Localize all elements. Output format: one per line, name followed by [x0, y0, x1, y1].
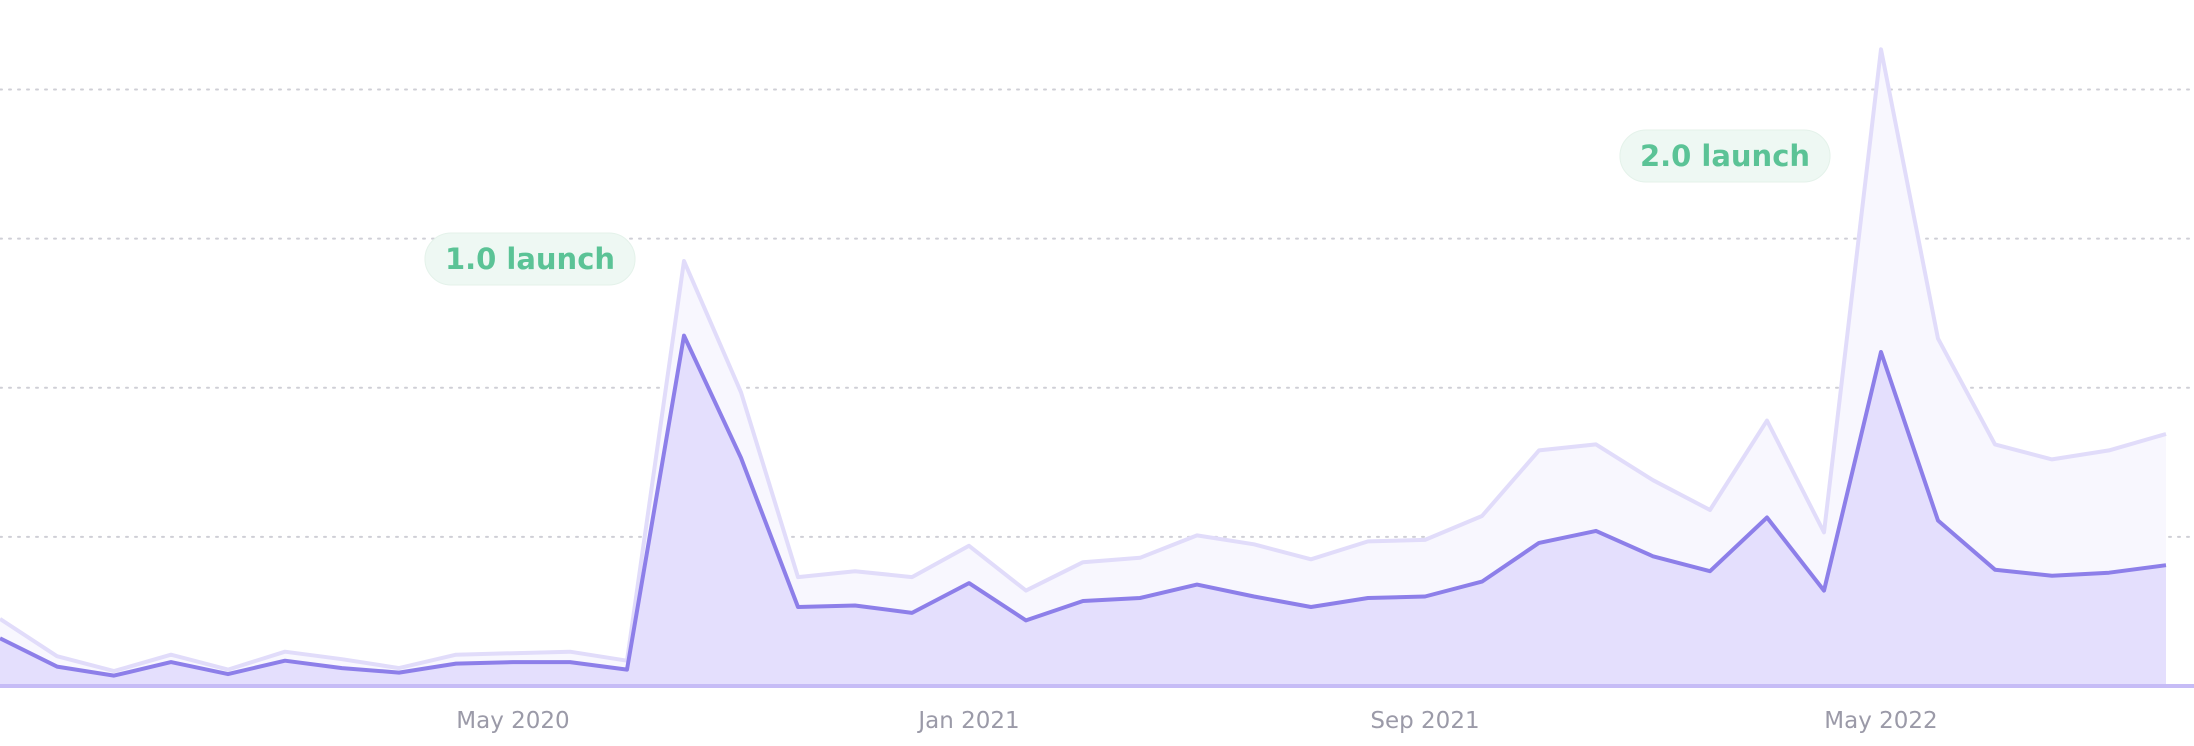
area-fill — [0, 335, 2166, 686]
annotation-text: 2.0 launch — [1640, 139, 1810, 173]
x-tick-label: May 2022 — [1824, 708, 1937, 734]
series-line — [0, 333, 2167, 678]
area-fill — [0, 49, 2166, 687]
annotation-pill — [424, 232, 636, 286]
x-tick-label: Jan 2021 — [916, 708, 1019, 734]
series-line — [0, 47, 2167, 674]
annotation-text: 1.0 launch — [445, 242, 615, 276]
x-tick-label: May 2020 — [456, 708, 569, 734]
annotation-pill — [1619, 129, 1831, 183]
x-tick-label: Sep 2021 — [1370, 708, 1479, 734]
